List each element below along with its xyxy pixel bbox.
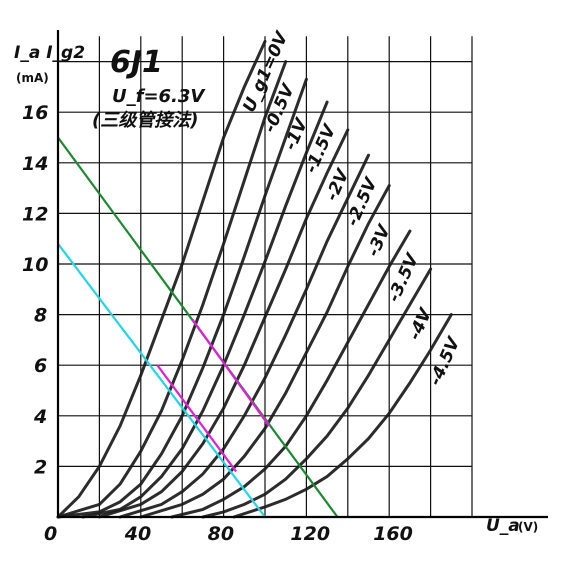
- curve-series: [56, 39, 267, 519]
- curve-label: -3.5V: [384, 249, 423, 305]
- load-line: [57, 243, 266, 518]
- x-tick-label: 80: [208, 523, 234, 545]
- axes: [56, 30, 548, 519]
- curve-series: [56, 77, 308, 519]
- tick-labels: 0 40 80 120 160 2 4 6 8 10 12 14 16: [22, 102, 413, 545]
- curve-series: [56, 60, 288, 519]
- y-tick-label: 8: [34, 305, 47, 327]
- y-tick-label: 4: [33, 406, 47, 428]
- curve-series: [232, 313, 453, 519]
- curve-series: [170, 229, 412, 519]
- curve-series: [201, 267, 433, 519]
- load-lines: [57, 136, 339, 518]
- y-tick-label: 6: [34, 355, 47, 377]
- y-tick-label: 16: [22, 102, 48, 124]
- x-axis-label: U_a: [486, 516, 520, 536]
- x-axis-unit: (V): [518, 520, 538, 534]
- curve-series: [118, 153, 370, 519]
- chart-subtitle: U_f=6.3V: [112, 86, 206, 107]
- highlight-segment: [156, 364, 237, 473]
- curve-series: [139, 184, 391, 519]
- curve-series: [97, 128, 350, 519]
- y-tick-label: 12: [22, 203, 48, 225]
- curve-series: [81, 100, 329, 519]
- x-tick-label: 40: [124, 523, 151, 545]
- chart-note: (三级管接法): [92, 110, 198, 131]
- x-tick-label: 160: [373, 523, 413, 545]
- x-tick-label: 120: [290, 523, 330, 545]
- highlight-segment: [191, 319, 271, 427]
- y-tick-label: 14: [22, 153, 48, 175]
- y-tick-label: 2: [34, 456, 47, 478]
- curves: [56, 39, 453, 519]
- x-tick-label: 0: [44, 523, 57, 545]
- y-axis-label: I_a I_g2: [14, 43, 85, 63]
- chart-title: 6J1: [110, 45, 163, 80]
- curve-label: -4.5V: [426, 333, 465, 389]
- y-axis-unit: (mA): [16, 71, 49, 85]
- y-tick-label: 10: [22, 254, 48, 276]
- curve-label: -4V: [405, 304, 437, 343]
